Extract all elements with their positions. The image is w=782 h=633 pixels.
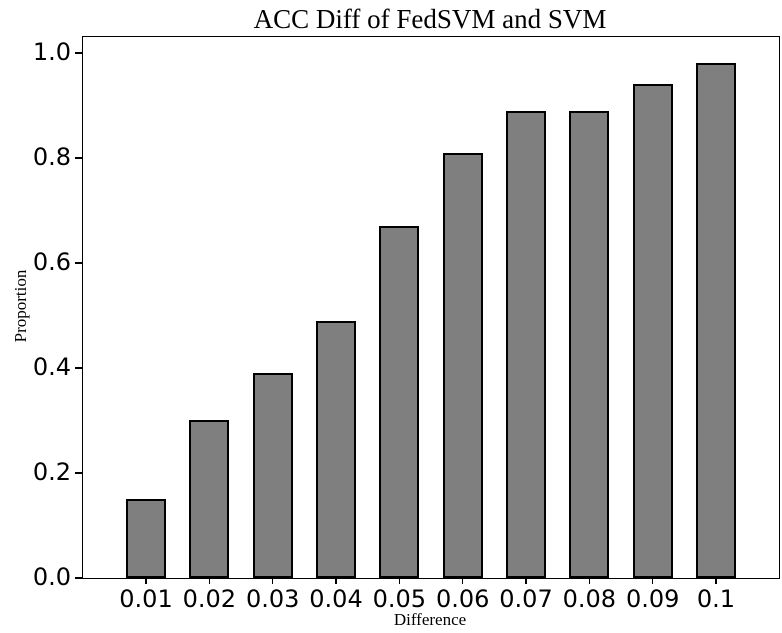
- x-tick: [208, 578, 211, 584]
- y-tick: [75, 367, 82, 369]
- y-tick-label: 0.8: [32, 142, 71, 171]
- x-tick-label: 0.07: [499, 585, 553, 613]
- y-tick-label: 0.4: [32, 353, 71, 382]
- x-tick-label: 0.06: [435, 585, 490, 613]
- x-tick: [461, 578, 464, 584]
- x-tick-label: 0.09: [625, 585, 680, 613]
- x-tick: [398, 578, 401, 584]
- y-tick: [75, 262, 82, 264]
- x-tick-label: 0.05: [372, 585, 427, 613]
- bar: [252, 373, 293, 578]
- y-axis-label: Proportion: [11, 269, 30, 343]
- bar: [189, 420, 230, 578]
- y-tick: [75, 472, 82, 474]
- bar: [442, 152, 483, 578]
- y-tick-label: 0.0: [32, 563, 71, 592]
- x-tick: [145, 578, 147, 584]
- y-tick: [75, 157, 82, 159]
- plot-area: 0.01 0.02 0.03 0.04 0.05 0.06 0.07 0.08 0.09 0.1 0…: [33, 36, 780, 613]
- x-tick: [651, 578, 654, 584]
- bar: [569, 110, 610, 578]
- x-axis-label: Difference: [393, 610, 467, 629]
- x-tick: [335, 578, 337, 584]
- y-tick-label: 1.0: [32, 37, 71, 66]
- x-tick-label: 0.1: [696, 585, 736, 613]
- x-tick-label: 0.03: [245, 585, 300, 613]
- x-tick-label: 0.04: [309, 585, 363, 613]
- bar: [126, 499, 166, 578]
- y-tick: [75, 51, 82, 54]
- x-tick: [525, 578, 527, 584]
- x-tick: [271, 578, 274, 584]
- bar: [316, 320, 356, 578]
- y-tick-label: 0.2: [32, 458, 71, 487]
- chart-title: ACC Diff of FedSVM and SVM: [253, 4, 607, 34]
- y-tick-label: 0.6: [32, 248, 71, 277]
- x-tick: [588, 578, 591, 584]
- bar: [379, 226, 420, 578]
- x-tick: [715, 578, 717, 584]
- bar: [696, 63, 736, 578]
- y-tick: [75, 577, 82, 579]
- bar: [506, 110, 546, 578]
- bar: [632, 84, 673, 578]
- x-tick-label: 0.02: [182, 585, 237, 613]
- x-tick-label: 0.01: [119, 585, 173, 613]
- x-tick-label: 0.08: [562, 585, 617, 613]
